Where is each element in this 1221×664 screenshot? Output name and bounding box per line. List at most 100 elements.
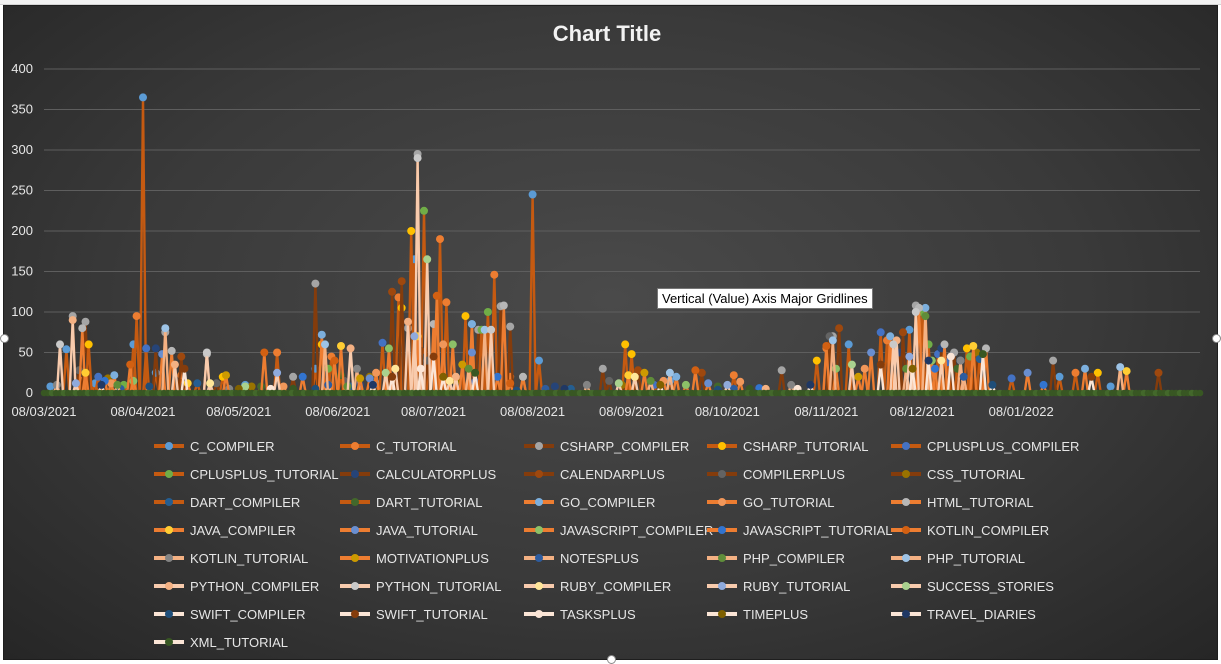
data-point[interactable] xyxy=(598,364,607,373)
series-motivationplus[interactable] xyxy=(44,360,1200,395)
data-point[interactable] xyxy=(988,380,997,389)
data-point[interactable] xyxy=(822,342,831,350)
data-point[interactable] xyxy=(1081,364,1089,373)
legend-item[interactable]: MOTIVATIONPLUS xyxy=(340,551,489,566)
chart-resize-handle-right[interactable] xyxy=(1212,334,1221,343)
data-point[interactable] xyxy=(273,368,282,377)
data-point[interactable] xyxy=(483,308,492,316)
data-point[interactable] xyxy=(634,366,642,375)
data-point[interactable] xyxy=(499,301,508,310)
data-point[interactable] xyxy=(787,380,796,389)
data-point[interactable] xyxy=(1039,380,1048,389)
data-point[interactable] xyxy=(860,364,869,373)
chart-resize-handle-bottom[interactable] xyxy=(607,655,616,664)
legend-item[interactable]: SUCCESS_STORIES xyxy=(891,579,1054,594)
data-point[interactable] xyxy=(471,368,480,377)
data-point[interactable] xyxy=(212,379,221,388)
legend-item[interactable]: RUBY_COMPILER xyxy=(524,579,671,594)
legend-item[interactable]: SWIFT_TUTORIAL xyxy=(340,607,488,622)
legend-item[interactable]: DART_COMPILER xyxy=(154,495,300,510)
data-point[interactable] xyxy=(921,312,930,321)
legend-item[interactable]: C_TUTORIAL xyxy=(340,439,457,454)
data-point[interactable] xyxy=(356,374,365,383)
data-point[interactable] xyxy=(630,372,639,381)
series-csharp-tutorial[interactable] xyxy=(44,227,1200,395)
vertical-value-axis[interactable]: 0 50 100 150 200 250 300 350 400 xyxy=(11,61,33,400)
data-point[interactable] xyxy=(506,379,515,388)
data-point[interactable] xyxy=(368,380,377,389)
data-point[interactable] xyxy=(391,364,400,373)
legend-item[interactable]: TASKSPLUS xyxy=(524,607,636,622)
data-point[interactable] xyxy=(876,328,885,337)
data-point[interactable] xyxy=(84,340,93,349)
data-point[interactable] xyxy=(1023,368,1032,377)
legend-item[interactable]: CSHARP_TUTORIAL xyxy=(707,439,868,454)
legend-item[interactable]: TIMEPLUS xyxy=(707,607,808,622)
data-point[interactable] xyxy=(940,340,949,349)
data-point[interactable] xyxy=(624,371,633,380)
legend-item[interactable]: PYTHON_TUTORIAL xyxy=(340,579,501,594)
data-point[interactable] xyxy=(640,368,649,377)
data-point[interactable] xyxy=(330,356,339,365)
data-point[interactable] xyxy=(62,345,71,354)
data-point[interactable] xyxy=(407,227,416,235)
data-point[interactable] xyxy=(905,325,914,334)
legend-item[interactable]: KOTLIN_TUTORIAL xyxy=(154,551,308,566)
data-point[interactable] xyxy=(467,348,476,357)
data-point[interactable] xyxy=(681,380,690,389)
legend-item[interactable]: CALENDARPLUS xyxy=(524,467,665,482)
data-point[interactable] xyxy=(519,372,527,381)
data-point[interactable] xyxy=(206,379,215,388)
legend-item[interactable]: JAVA_COMPILER xyxy=(154,523,296,538)
data-point[interactable] xyxy=(413,154,422,163)
data-point[interactable] xyxy=(397,277,406,286)
data-point[interactable] xyxy=(806,380,815,389)
data-point[interactable] xyxy=(170,360,179,369)
data-point[interactable] xyxy=(937,356,946,365)
data-point[interactable] xyxy=(582,380,591,389)
legend-item[interactable]: CPLUSPLUS_TUTORIAL xyxy=(154,467,339,482)
data-point[interactable] xyxy=(847,360,856,369)
data-point[interactable] xyxy=(260,348,269,357)
data-point[interactable] xyxy=(321,340,329,349)
data-point[interactable] xyxy=(691,366,700,375)
data-point[interactable] xyxy=(372,368,381,377)
data-point[interactable] xyxy=(337,342,345,350)
chart-area[interactable]: Chart Title 0 50 100 150 200 250 300 350 400 08/… xyxy=(0,5,1221,664)
legend-item[interactable]: KOTLIN_COMPILER xyxy=(891,523,1049,538)
data-point[interactable] xyxy=(854,372,863,381)
data-point[interactable] xyxy=(458,360,467,369)
legend-item[interactable]: PYTHON_COMPILER xyxy=(154,579,319,594)
data-point[interactable] xyxy=(56,340,64,349)
legend-item[interactable]: GO_TUTORIAL xyxy=(707,495,835,510)
data-point[interactable] xyxy=(605,376,614,385)
legend-item[interactable]: JAVASCRIPT_TUTORIAL xyxy=(707,523,893,538)
legend-item[interactable]: HTML_TUTORIAL xyxy=(891,495,1034,510)
data-point[interactable] xyxy=(81,317,90,326)
data-point[interactable] xyxy=(969,342,978,350)
series-c-compiler[interactable] xyxy=(44,93,1200,395)
data-point[interactable] xyxy=(161,324,170,333)
series-line[interactable] xyxy=(44,156,1200,395)
chart-resize-handle-left[interactable] xyxy=(0,334,9,343)
data-point[interactable] xyxy=(978,350,987,359)
series-line[interactable] xyxy=(44,152,1200,395)
legend-item[interactable]: CALCULATORPLUS xyxy=(340,467,496,482)
series-cplusplus-tutorial[interactable] xyxy=(44,206,1200,395)
legend[interactable]: C_COMPILER C_TUTORIAL CSHARP_COMPILER CSHAR… xyxy=(154,439,1079,650)
data-point[interactable] xyxy=(378,338,387,347)
data-point[interactable] xyxy=(480,325,489,334)
data-point[interactable] xyxy=(962,344,971,353)
data-point[interactable] xyxy=(665,368,674,377)
data-point[interactable] xyxy=(899,328,907,337)
data-point[interactable] xyxy=(1087,372,1096,381)
data-point[interactable] xyxy=(247,382,256,391)
data-point[interactable] xyxy=(493,372,502,381)
data-point[interactable] xyxy=(931,364,939,373)
legend-item[interactable]: CSHARP_COMPILER xyxy=(524,439,689,454)
series-swift-tutorial[interactable] xyxy=(44,352,1200,395)
data-point[interactable] xyxy=(1071,368,1080,377)
legend-item[interactable]: DART_TUTORIAL xyxy=(340,495,482,510)
data-point[interactable] xyxy=(423,255,432,264)
data-point[interactable] xyxy=(384,344,393,353)
